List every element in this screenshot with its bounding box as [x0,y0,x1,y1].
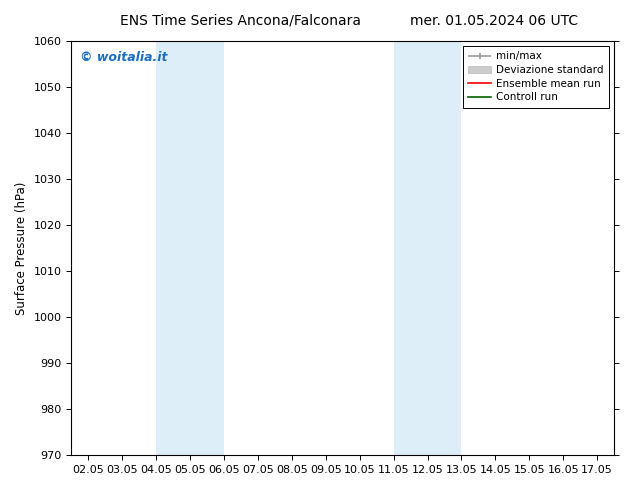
Text: © woitalia.it: © woitalia.it [79,51,167,64]
Legend: min/max, Deviazione standard, Ensemble mean run, Controll run: min/max, Deviazione standard, Ensemble m… [463,46,609,108]
Bar [394,41,427,455]
Bar [156,41,190,455]
Text: ENS Time Series Ancona/Falconara: ENS Time Series Ancona/Falconara [120,14,361,28]
Bar [427,41,462,455]
Y-axis label: Surface Pressure (hPa): Surface Pressure (hPa) [15,181,28,315]
Bar [190,41,224,455]
Text: mer. 01.05.2024 06 UTC: mer. 01.05.2024 06 UTC [410,14,579,28]
